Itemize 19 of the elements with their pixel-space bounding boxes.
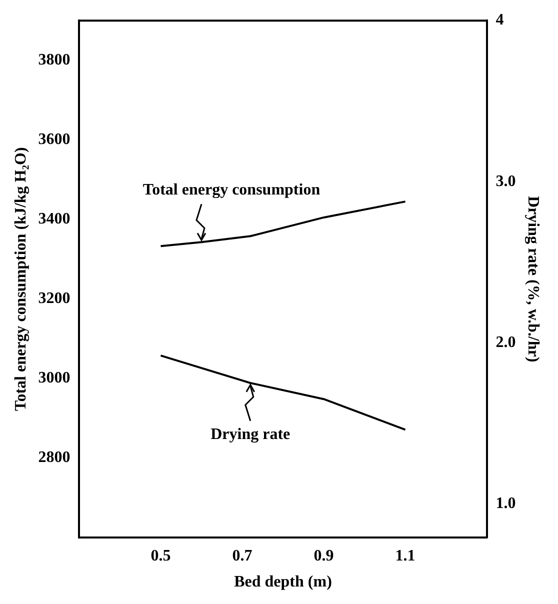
y-tick-label: 3600 bbox=[38, 131, 70, 148]
annotation: Drying rate bbox=[210, 426, 290, 444]
x-axis-title: Bed depth (m) bbox=[234, 574, 332, 591]
y-tick-label: 3000 bbox=[38, 370, 70, 387]
y2-tick-label: 2.0 bbox=[496, 334, 516, 351]
y-tick-label: 3800 bbox=[38, 52, 70, 69]
y2-axis-title: Drying rate (%, w.b./hr) bbox=[524, 196, 542, 362]
annotation: Total energy consumption bbox=[142, 181, 320, 198]
y-tick-label: 3200 bbox=[38, 290, 70, 308]
x-tick-label: 0.9 bbox=[314, 547, 334, 564]
x-tick-label: 1.1 bbox=[395, 547, 416, 564]
y2-tick-label: 3.0 bbox=[496, 172, 516, 190]
y2-tick-label: 4 bbox=[496, 12, 504, 29]
y2-tick-label: 1.0 bbox=[496, 494, 516, 512]
y-tick-label: 3400 bbox=[38, 210, 70, 228]
x-tick-label: 0.7 bbox=[232, 547, 252, 564]
y-tick-label: 2800 bbox=[38, 449, 70, 466]
x-tick-label: 0.5 bbox=[150, 547, 171, 564]
y-axis-title: Total energy consumption (kJ/kg H₂O) bbox=[12, 147, 30, 411]
